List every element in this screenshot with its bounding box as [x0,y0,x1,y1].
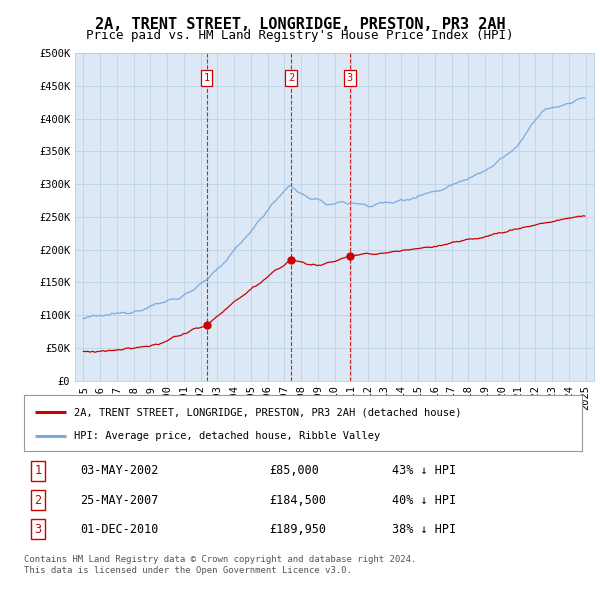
Text: 38% ↓ HPI: 38% ↓ HPI [392,523,457,536]
Text: £189,950: £189,950 [269,523,326,536]
Text: 1: 1 [34,464,41,477]
Text: Price paid vs. HM Land Registry's House Price Index (HPI): Price paid vs. HM Land Registry's House … [86,30,514,42]
Text: 2A, TRENT STREET, LONGRIDGE, PRESTON, PR3 2AH: 2A, TRENT STREET, LONGRIDGE, PRESTON, PR… [95,17,505,31]
Text: 43% ↓ HPI: 43% ↓ HPI [392,464,457,477]
Text: 01-DEC-2010: 01-DEC-2010 [80,523,158,536]
Text: 25-MAY-2007: 25-MAY-2007 [80,493,158,507]
Text: 3: 3 [347,73,353,83]
Text: £184,500: £184,500 [269,493,326,507]
Text: £85,000: £85,000 [269,464,319,477]
Text: 2A, TRENT STREET, LONGRIDGE, PRESTON, PR3 2AH (detached house): 2A, TRENT STREET, LONGRIDGE, PRESTON, PR… [74,407,462,417]
Text: HPI: Average price, detached house, Ribble Valley: HPI: Average price, detached house, Ribb… [74,431,380,441]
Text: 40% ↓ HPI: 40% ↓ HPI [392,493,457,507]
Text: 3: 3 [34,523,41,536]
Text: 03-MAY-2002: 03-MAY-2002 [80,464,158,477]
Text: 2: 2 [34,493,41,507]
Text: 1: 1 [203,73,210,83]
Text: This data is licensed under the Open Government Licence v3.0.: This data is licensed under the Open Gov… [24,566,352,575]
Text: Contains HM Land Registry data © Crown copyright and database right 2024.: Contains HM Land Registry data © Crown c… [24,555,416,563]
Text: 2: 2 [288,73,294,83]
